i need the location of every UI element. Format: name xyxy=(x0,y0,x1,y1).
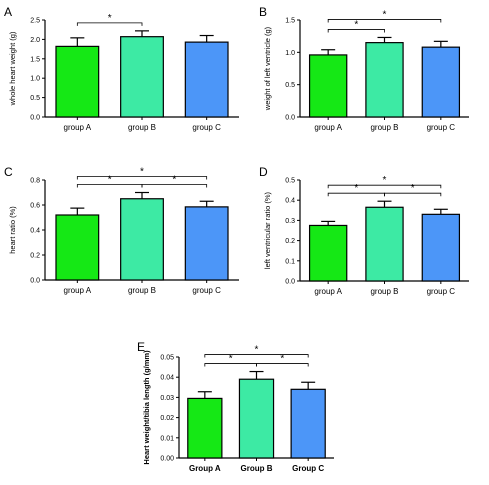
chart-panel-d: D 0.0 0.1 0.2 0.3 0.4 0.5 left ventricular rati… xyxy=(259,165,469,296)
chart-panel-b: B 0.0 0.5 1.0 1.5 weight of left ventricle (g… xyxy=(259,5,469,132)
bar-group-a xyxy=(308,54,348,118)
significance-bracket xyxy=(76,22,143,26)
bar-group-a xyxy=(308,224,348,282)
bar-group-c xyxy=(290,388,326,459)
panel-letter: C xyxy=(4,165,13,179)
y-tick-label: 0.02 xyxy=(160,415,174,422)
x-tick-label: group B xyxy=(128,123,156,132)
bar-group-c xyxy=(184,206,229,281)
bar-group-b xyxy=(365,42,404,118)
y-axis-title: whole heart weight (g) xyxy=(8,31,17,106)
y-tick-label: 0.6 xyxy=(30,203,40,210)
y-tick-label: 1.5 xyxy=(285,18,295,25)
panel-letter: B xyxy=(259,5,267,19)
y-tick-label: 0.3 xyxy=(285,218,295,225)
y-tick-label: 0.05 xyxy=(160,355,174,362)
y-tick-label: 0.0 xyxy=(30,115,40,122)
bar-group-a xyxy=(187,397,223,459)
x-tick-label: group B xyxy=(370,287,398,296)
chart-panel-c: C 0.0 0.2 0.4 0.6 0.8 heart ratio (%) group A gr… xyxy=(4,165,239,295)
chart-panel-a: A 0.0 0.5 1.0 1.5 2.0 2.5 whole heart weight (g… xyxy=(4,5,239,132)
y-tick-label: 0.0 xyxy=(30,278,40,285)
significance-bracket xyxy=(327,29,385,33)
x-tick-label: Group A xyxy=(189,464,221,473)
x-tick-label: Group B xyxy=(241,464,273,473)
significance-star: * xyxy=(280,354,284,365)
significance-bracket xyxy=(384,192,442,197)
x-tick-label: Group C xyxy=(292,464,324,473)
significance-star: * xyxy=(383,9,387,20)
y-tick-label: 2.0 xyxy=(30,37,40,44)
bar-group-a xyxy=(55,214,100,281)
y-tick-label: 0.1 xyxy=(285,258,295,265)
bar-group-b xyxy=(365,206,404,282)
significance-star: * xyxy=(172,175,176,186)
y-tick-label: 0.4 xyxy=(30,228,40,235)
bar-group-b xyxy=(238,378,275,459)
panel-letter: E xyxy=(137,340,145,354)
y-axis-title: Heart weight/tibia length (g/mm) xyxy=(142,350,151,465)
significance-star: * xyxy=(229,354,233,365)
panel-letter: A xyxy=(4,5,12,19)
significance-bracket xyxy=(141,184,208,188)
y-tick-label: 1.0 xyxy=(285,50,295,57)
x-tick-label: group C xyxy=(192,123,221,132)
significance-star: * xyxy=(411,183,415,194)
y-tick-label: 0.8 xyxy=(30,178,40,185)
y-tick-label: 0.5 xyxy=(285,178,295,185)
significance-star: * xyxy=(108,13,112,24)
x-tick-label: group C xyxy=(427,123,456,132)
significance-bracket xyxy=(256,363,309,367)
y-axis-title: left ventricular ratio (%) xyxy=(263,191,272,269)
significance-star: * xyxy=(354,19,358,30)
x-tick-label: group C xyxy=(427,287,456,296)
x-tick-label: group A xyxy=(314,287,342,296)
y-tick-label: 0.03 xyxy=(160,395,174,402)
y-tick-label: 1.0 xyxy=(30,76,40,83)
y-tick-label: 1.5 xyxy=(30,56,40,63)
bar-group-b xyxy=(120,36,164,118)
x-tick-label: group A xyxy=(314,123,342,132)
panel-letter: D xyxy=(259,165,268,179)
significance-star: * xyxy=(383,175,387,186)
y-axis-title: heart ratio (%) xyxy=(8,206,17,254)
significance-bracket xyxy=(204,354,309,358)
significance-star: * xyxy=(108,175,112,186)
significance-bracket xyxy=(76,176,208,180)
y-tick-label: 0.04 xyxy=(160,375,174,382)
significance-bracket xyxy=(327,19,442,23)
y-tick-label: 0.4 xyxy=(285,198,295,205)
y-tick-label: 2.5 xyxy=(30,18,40,25)
y-tick-label: 0.5 xyxy=(285,82,295,89)
y-tick-label: 0.5 xyxy=(30,95,40,102)
x-tick-label: group B xyxy=(370,123,398,132)
x-tick-label: group B xyxy=(128,286,156,295)
bar-group-c xyxy=(184,41,229,118)
y-tick-label: 0.2 xyxy=(30,253,40,260)
x-tick-label: group C xyxy=(192,286,221,295)
bar-group-b xyxy=(120,198,164,281)
y-tick-label: 0.01 xyxy=(160,435,174,442)
x-tick-label: group A xyxy=(64,123,92,132)
significance-star: * xyxy=(255,345,259,356)
bar-group-c xyxy=(421,213,461,282)
bar-group-c xyxy=(421,46,461,118)
significance-star: * xyxy=(354,183,358,194)
y-axis-title: weight of left ventricle (g) xyxy=(263,26,272,111)
significance-bracket xyxy=(327,184,442,189)
x-tick-label: group A xyxy=(64,286,92,295)
y-tick-label: 0.0 xyxy=(285,279,295,286)
significance-star: * xyxy=(140,167,144,178)
y-tick-label: 0.00 xyxy=(160,456,174,463)
chart-panel-e: E 0.00 0.01 0.02 0.03 0.04 0.05 Heart weight/ti… xyxy=(137,340,334,473)
y-tick-label: 0.0 xyxy=(285,115,295,122)
y-tick-label: 0.2 xyxy=(285,238,295,245)
bar-group-a xyxy=(55,45,100,118)
